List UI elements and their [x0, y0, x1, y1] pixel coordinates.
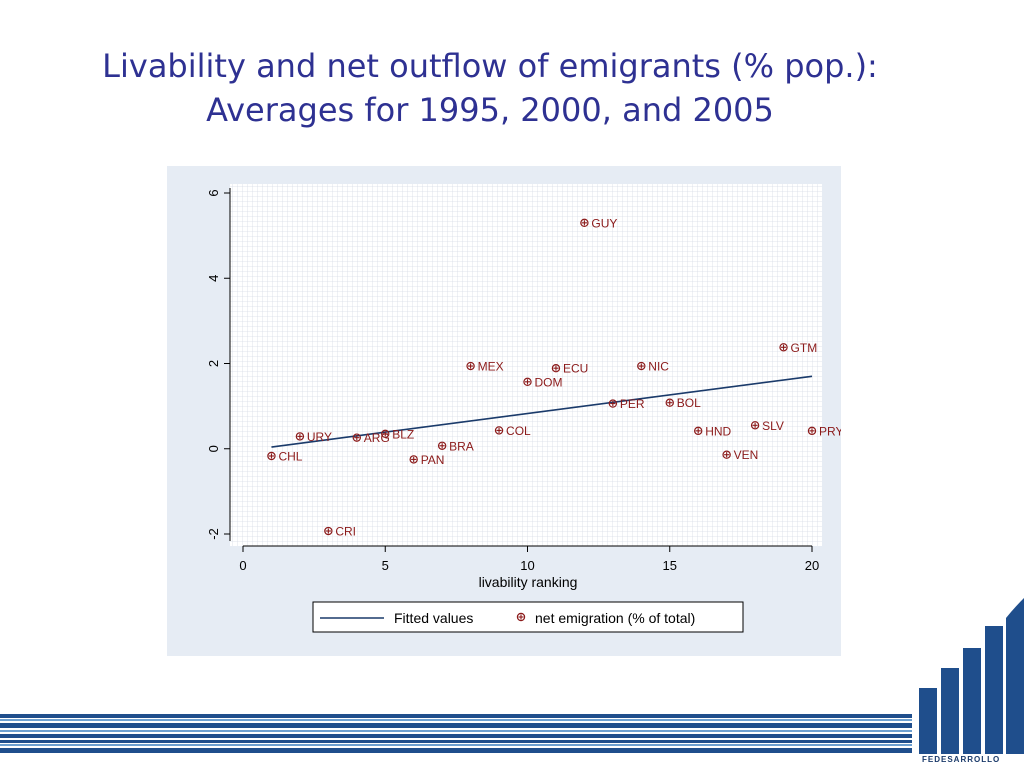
point-label-arg: ARG — [364, 431, 390, 445]
fitted-line-layer — [271, 375, 813, 448]
scatter-point-per — [608, 399, 618, 408]
point-label-nic: NIC — [648, 360, 669, 374]
x-tick-label: 5 — [382, 558, 389, 573]
point-label-bol: BOL — [677, 396, 701, 410]
scatter-point-nic — [637, 361, 646, 371]
scatter-point-col — [494, 426, 504, 435]
point-label-bra: BRA — [449, 439, 474, 453]
x-tick-label: 10 — [520, 558, 534, 573]
scatter-point-ury — [295, 432, 305, 441]
slide-title-line-1: Livability and net outflow of emigrants … — [102, 47, 878, 85]
slide-title: Livability and net outflow of emigrants … — [0, 44, 980, 132]
point-label-pry: PRY — [819, 424, 841, 438]
scatter-point-chl — [267, 451, 276, 461]
point-label-hnd: HND — [705, 424, 731, 438]
legend-box — [312, 601, 744, 633]
scatter-point-dom — [523, 377, 532, 387]
point-label-guy: GUY — [591, 216, 617, 230]
point-label-gtm: GTM — [791, 341, 818, 355]
y-tick-label: 4 — [206, 275, 221, 282]
scatter-chart: -2 0 2 4 6 0 5 10 15 20 livability ranking CHL UR… — [206, 184, 841, 633]
point-label-ecu: ECU — [563, 362, 588, 376]
legend-fitted-values-label: Fitted values — [394, 610, 473, 626]
point-label-chl: CHL — [278, 449, 302, 463]
point-label-pan: PAN — [421, 453, 445, 467]
point-label-col: COL — [506, 424, 531, 438]
point-label-blz: BLZ — [392, 427, 414, 441]
point-label-slv: SLV — [762, 419, 784, 433]
legend-point-swatch — [516, 612, 526, 622]
point-label-dom: DOM — [535, 375, 563, 389]
x-tick-label: 20 — [805, 558, 819, 573]
scatter-point-ecu — [551, 363, 561, 373]
slide-title-line-2: Averages for 1995, 2000, and 2005 — [206, 91, 774, 129]
scatter-point-pry — [807, 426, 817, 436]
x-tick-label: 0 — [239, 558, 246, 573]
fedesarrollo-logo-icon — [919, 598, 1024, 754]
chart-panel: -2 0 2 4 6 0 5 10 15 20 livability ranking CHL UR… — [167, 166, 841, 656]
scatter-point-ven — [722, 450, 731, 459]
point-label-cri: CRI — [335, 525, 356, 539]
plot-area — [230, 184, 822, 546]
y-axis-ticks: -2 0 2 4 6 — [206, 189, 230, 540]
legend: Fitted values net emigration (% of total… — [312, 601, 744, 633]
scatter-point-mex — [466, 361, 475, 371]
point-label-mex: MEX — [478, 360, 504, 374]
scatter-point-arg — [352, 433, 361, 442]
legend-net-emigration-label: net emigration (% of total) — [535, 610, 695, 626]
point-label-per: PER — [620, 397, 645, 411]
scatter-point-hnd — [694, 426, 703, 436]
logo-text: FEDESARROLLO — [922, 755, 1001, 764]
x-axis-ticks: 0 5 10 15 20 — [239, 546, 819, 573]
fitted-values-line — [271, 375, 813, 448]
footer-stripes — [0, 714, 912, 753]
scatter-point-blz — [381, 429, 390, 439]
scatter-point-slv — [750, 421, 760, 430]
point-label-ven: VEN — [734, 448, 759, 462]
y-tick-label: 2 — [206, 360, 221, 367]
y-tick-label: 6 — [206, 189, 221, 196]
scatter-point-cri — [324, 526, 333, 536]
scatter-point-gtm — [779, 343, 788, 352]
y-tick-label: -2 — [206, 528, 221, 540]
point-label-ury: URY — [307, 430, 332, 444]
scatter-point-guy — [580, 218, 589, 228]
y-tick-label: 0 — [206, 445, 221, 452]
x-tick-label: 15 — [663, 558, 677, 573]
scatter-point-bra — [437, 441, 447, 450]
scatter-point-pan — [409, 455, 418, 464]
scatter-point-bol — [665, 398, 674, 407]
x-axis-label: livability ranking — [479, 574, 578, 590]
